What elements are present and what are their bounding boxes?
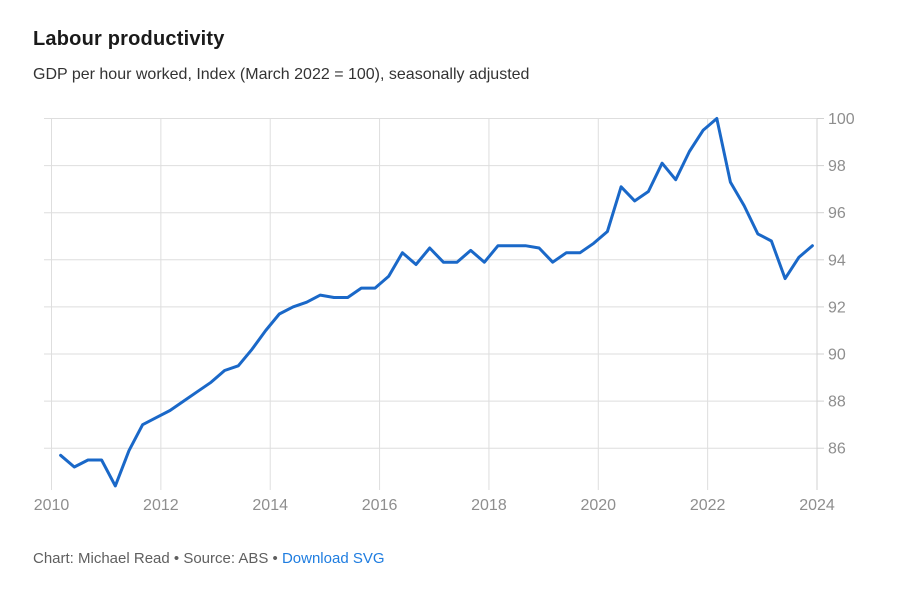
productivity-series-line	[59, 117, 814, 488]
chart-subtitle: GDP per hour worked, Index (March 2022 =…	[33, 66, 530, 83]
y-tick-label: 98	[828, 158, 846, 175]
x-tick-label: 2012	[143, 497, 179, 514]
download-svg-link[interactable]: Download SVG	[281, 550, 385, 567]
y-tick-label: 94	[828, 252, 846, 269]
x-tick-label: 2020	[580, 497, 616, 514]
y-tick-label: 90	[828, 347, 846, 364]
x-tick-label: 2010	[34, 497, 70, 514]
x-tick-label: 2014	[252, 497, 288, 514]
y-tick-label: 92	[828, 299, 846, 316]
x-tick-label: 2022	[690, 497, 726, 514]
chart-title: Labour productivity	[33, 28, 225, 50]
y-tick-label: 96	[828, 205, 846, 222]
productivity-line-chart: 86 88 90 92 94 96 98 100 2010 2012 2014 2016 2018 202…	[34, 111, 855, 514]
y-tick-label: 100	[828, 111, 855, 128]
x-tick-label: 2016	[362, 497, 398, 514]
y-tick-label: 86	[828, 441, 846, 458]
y-tick-label: 88	[828, 394, 846, 411]
footer-credit: Chart: Michael Read • Source: ABS •	[33, 550, 282, 567]
x-tick-label: 2018	[471, 497, 507, 514]
chart-footer: Chart: Michael Read • Source: ABS • Down…	[33, 550, 385, 567]
x-tick-label: 2024	[799, 497, 835, 514]
